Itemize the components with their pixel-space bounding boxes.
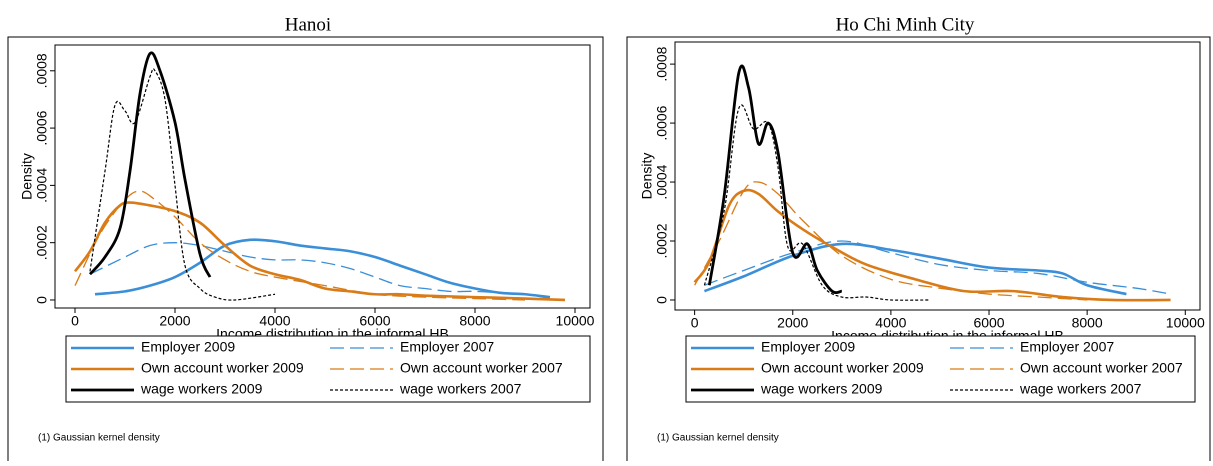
y-tick-label: .0002 — [654, 223, 670, 258]
x-tick-label: 2000 — [159, 313, 190, 329]
density-line — [694, 181, 1088, 301]
density-line — [88, 51, 212, 278]
legend-label: wage workers 2009 — [760, 381, 883, 397]
x-tick-label: 8000 — [459, 313, 490, 329]
legend-box — [685, 335, 1196, 403]
legend-label: Employer 2007 — [1020, 339, 1114, 355]
y-tick-label: .0008 — [654, 46, 670, 81]
density-line — [89, 68, 276, 301]
x-tick-label: 4000 — [259, 313, 290, 329]
panel: Ho Chi Minh City 0 2000 4000 6000 8000 10000 0.… — [626, 14, 1211, 466]
density-line — [74, 190, 526, 301]
x-tick-label: 10000 — [1166, 315, 1205, 331]
legend-label: Own account worker 2007 — [400, 360, 563, 376]
y-tick-label: .0006 — [34, 110, 50, 145]
panel: Hanoi 0 2000 4000 6000 8000 10000 0 .0002 .0004 .0… — [7, 14, 604, 466]
x-tick-label: 0 — [71, 313, 79, 329]
chart-title: Ho Chi Minh City — [836, 14, 975, 35]
density-line — [89, 242, 551, 300]
legend-label: Own account worker 2009 — [141, 360, 304, 376]
panel-frame — [626, 36, 1211, 466]
legend-label: wage workers 2007 — [1019, 381, 1142, 397]
density-line — [704, 240, 1171, 295]
panel-frame — [7, 36, 604, 466]
legend-label: wage workers 2009 — [140, 381, 263, 397]
density-line — [707, 64, 843, 295]
note: (1) Gaussian kernel density — [657, 433, 779, 444]
y-tick-label: .0004 — [654, 164, 670, 199]
legend-label: Employer 2009 — [761, 339, 855, 355]
x-tick-label: 4000 — [875, 315, 906, 331]
y-axis-title: Density — [19, 153, 35, 200]
legend-label: Employer 2007 — [400, 339, 494, 355]
density-line — [94, 238, 551, 299]
legend-label: Employer 2009 — [141, 339, 235, 355]
plot-area — [674, 41, 1201, 311]
x-tick-label: 6000 — [359, 313, 390, 329]
density-line — [703, 242, 1127, 296]
y-tick-label: .0004 — [34, 168, 50, 203]
legend-label: Own account worker 2007 — [1020, 360, 1183, 376]
density-line — [693, 188, 1171, 302]
y-axis-title: Density — [639, 153, 655, 200]
x-tick-label: 2000 — [777, 315, 808, 331]
y-tick-label: 0 — [654, 296, 670, 304]
chart-title: Hanoi — [285, 14, 331, 35]
density-line — [703, 104, 931, 301]
y-tick-label: .0002 — [34, 225, 50, 260]
x-tick-label: 6000 — [973, 315, 1004, 331]
y-tick-label: .0006 — [654, 105, 670, 140]
x-tick-label: 0 — [691, 315, 699, 331]
legend-box — [65, 335, 591, 403]
legend-label: wage workers 2007 — [399, 381, 522, 397]
y-tick-label: 0 — [34, 296, 50, 304]
plot-area — [54, 44, 591, 309]
y-tick-label: .0008 — [34, 53, 50, 88]
legend-label: Own account worker 2009 — [761, 360, 924, 376]
x-tick-label: 10000 — [556, 313, 595, 329]
note: (1) Gaussian kernel density — [38, 433, 160, 444]
x-tick-label: 8000 — [1072, 315, 1103, 331]
